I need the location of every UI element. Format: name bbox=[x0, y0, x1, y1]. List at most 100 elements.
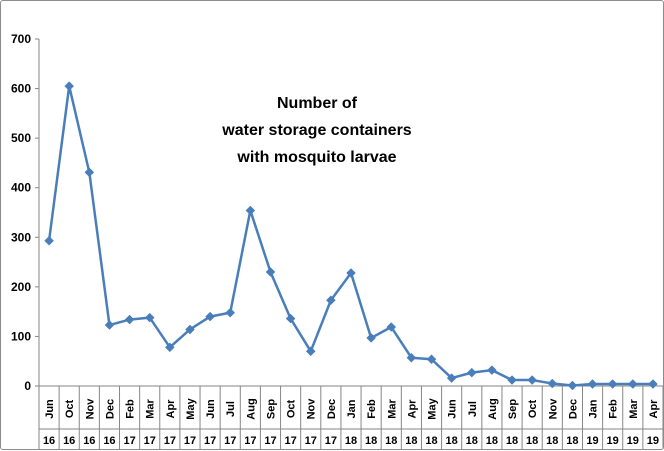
data-point bbox=[225, 307, 236, 318]
data-point bbox=[648, 379, 658, 389]
x-year-label: 18 bbox=[506, 435, 518, 447]
x-month-label: May bbox=[427, 397, 439, 419]
x-year-label: 18 bbox=[405, 435, 417, 447]
x-year-label: 17 bbox=[224, 435, 236, 447]
data-point bbox=[446, 373, 457, 383]
x-year-label: 18 bbox=[425, 435, 437, 447]
data-point bbox=[305, 346, 316, 357]
x-year-label: 17 bbox=[305, 435, 317, 447]
x-year-label: 18 bbox=[546, 435, 558, 447]
x-year-label: 17 bbox=[284, 435, 296, 447]
x-month-label: Dec bbox=[567, 399, 579, 419]
x-month-label: Jan bbox=[588, 399, 600, 418]
x-month-label: Nov bbox=[84, 398, 96, 420]
x-year-label: 17 bbox=[164, 435, 176, 447]
x-year-label: 17 bbox=[144, 435, 156, 447]
x-year-label: 17 bbox=[184, 435, 196, 447]
x-month-label: Apr bbox=[406, 399, 418, 419]
x-month-label: Mar bbox=[386, 399, 398, 419]
chart-title-line-3: with mosquito larvae bbox=[236, 149, 396, 166]
x-year-label: 17 bbox=[123, 435, 135, 447]
y-tick-label: 0 bbox=[24, 379, 31, 393]
data-point bbox=[64, 81, 75, 91]
x-month-label: Apr bbox=[165, 399, 177, 419]
data-point bbox=[587, 379, 598, 389]
x-month-label: May bbox=[185, 397, 197, 419]
x-month-label: Aug bbox=[245, 398, 257, 419]
x-month-label: Jun bbox=[44, 399, 56, 419]
x-year-label: 18 bbox=[566, 435, 578, 447]
x-month-label: Jun bbox=[205, 399, 217, 419]
y-tick-label: 100 bbox=[11, 329, 31, 343]
chart-title-line-1: Number of bbox=[277, 95, 358, 112]
x-year-label: 16 bbox=[63, 435, 75, 447]
data-point bbox=[124, 314, 135, 325]
x-year-label: 17 bbox=[264, 435, 276, 447]
x-year-label: 19 bbox=[647, 435, 659, 447]
x-month-label: Dec bbox=[326, 399, 338, 419]
data-point bbox=[426, 354, 437, 365]
data-point bbox=[366, 333, 376, 343]
y-tick-label: 400 bbox=[11, 181, 31, 195]
data-point bbox=[84, 167, 95, 178]
x-year-label: 17 bbox=[244, 435, 256, 447]
data-point bbox=[185, 324, 195, 335]
data-point bbox=[245, 205, 256, 216]
data-point bbox=[487, 365, 497, 375]
x-year-label: 16 bbox=[83, 435, 95, 447]
x-month-label: Mar bbox=[145, 399, 157, 419]
data-point bbox=[527, 375, 538, 385]
x-year-label: 18 bbox=[526, 435, 538, 447]
x-month-label: Jul bbox=[225, 401, 237, 417]
x-month-label: Aug bbox=[487, 398, 499, 419]
data-point bbox=[285, 313, 296, 324]
x-year-label: 16 bbox=[43, 435, 55, 447]
x-month-label: Sep bbox=[265, 399, 277, 419]
x-year-label: 17 bbox=[325, 435, 337, 447]
data-point bbox=[547, 378, 558, 389]
data-point bbox=[386, 322, 397, 332]
x-year-label: 18 bbox=[466, 435, 478, 447]
y-tick-label: 500 bbox=[11, 131, 31, 145]
data-point bbox=[164, 342, 175, 353]
x-month-label: Jul bbox=[467, 401, 479, 417]
x-month-label: Jun bbox=[447, 399, 459, 419]
x-year-label: 19 bbox=[627, 435, 639, 447]
x-month-label: Nov bbox=[306, 398, 318, 420]
data-point bbox=[627, 379, 638, 389]
y-tick-label: 300 bbox=[11, 230, 31, 244]
x-year-label: 18 bbox=[385, 435, 397, 447]
data-point bbox=[205, 311, 215, 322]
x-month-label: Jan bbox=[346, 399, 358, 418]
x-month-label: Oct bbox=[64, 399, 76, 418]
x-month-label: Mar bbox=[628, 399, 640, 419]
x-month-label: Feb bbox=[366, 399, 378, 419]
data-point bbox=[507, 375, 517, 385]
x-month-label: Nov bbox=[547, 398, 559, 420]
x-month-label: Oct bbox=[286, 399, 298, 418]
x-year-label: 18 bbox=[345, 435, 357, 447]
y-tick-label: 600 bbox=[11, 82, 31, 96]
data-point bbox=[466, 367, 477, 378]
x-year-label: 16 bbox=[103, 435, 115, 447]
x-month-label: Oct bbox=[527, 399, 539, 418]
data-point bbox=[406, 352, 417, 363]
data-point bbox=[144, 312, 155, 323]
x-year-label: 17 bbox=[204, 435, 216, 447]
x-year-label: 18 bbox=[486, 435, 498, 447]
x-year-label: 18 bbox=[446, 435, 458, 447]
data-point bbox=[567, 380, 578, 391]
data-point bbox=[104, 320, 115, 330]
chart-title-line-2: water storage containers bbox=[221, 122, 412, 139]
x-month-label: Sep bbox=[507, 399, 519, 419]
y-tick-label: 200 bbox=[11, 280, 31, 294]
x-month-label: Feb bbox=[608, 399, 620, 419]
x-month-label: Dec bbox=[104, 399, 116, 419]
data-point bbox=[607, 379, 618, 389]
x-year-label: 18 bbox=[365, 435, 377, 447]
data-point bbox=[326, 295, 336, 306]
data-point bbox=[265, 267, 276, 277]
data-point bbox=[44, 235, 54, 246]
